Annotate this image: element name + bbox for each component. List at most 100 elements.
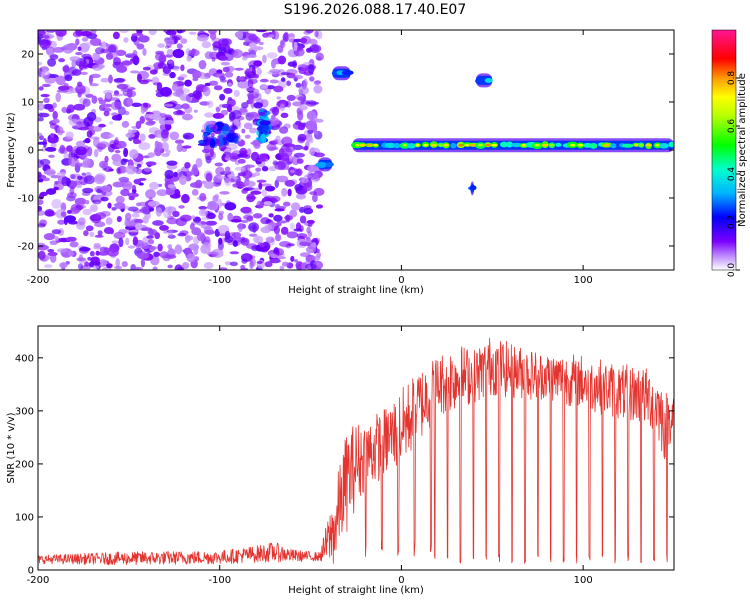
y-tick-label: 200 (15, 459, 34, 470)
heatmap-cell (294, 259, 298, 263)
heatmap-cell (168, 229, 174, 237)
heatmap-cell (186, 253, 196, 263)
heatmap-cell (233, 137, 239, 144)
heatmap-cell (190, 215, 196, 220)
heatmap-cell (92, 64, 103, 71)
heatmap-cell (138, 142, 151, 151)
snr-x-ticks: -200 -100 0 100 (27, 326, 593, 586)
heatmap-cell (93, 148, 99, 158)
heatmap-cell (259, 243, 265, 248)
heatmap-cell (85, 200, 90, 205)
heatmap-cell (86, 111, 97, 122)
heatmap-cell (258, 111, 266, 116)
heatmap-cell (56, 171, 67, 177)
heatmap-cell (279, 265, 285, 270)
heatmap-cell (165, 123, 172, 131)
heatmap-cell (273, 248, 285, 256)
heatmap-cell (245, 87, 256, 92)
heatmap-cell (76, 121, 83, 125)
heatmap-cell (179, 73, 188, 79)
heatmap-cell (188, 31, 197, 35)
heatmap-cell (75, 84, 86, 95)
heatmap-cell (243, 154, 251, 159)
heatmap-cell (292, 121, 304, 130)
heatmap-cell (223, 87, 233, 94)
heatmap-cell (84, 261, 90, 267)
heatmap-cell (90, 73, 101, 79)
heatmap-cell (214, 193, 219, 200)
figure-title: S196.2026.088.17.40.E07 (283, 2, 467, 18)
heatmap-cell (244, 180, 256, 187)
heatmap-feature-cell (659, 143, 669, 149)
heatmap-cell (167, 60, 174, 64)
heatmap-cell (226, 105, 233, 113)
heatmap-cell (171, 35, 178, 39)
heatmap-cell (44, 209, 55, 217)
heatmap-cell (269, 69, 281, 74)
heatmap-cell (242, 170, 253, 179)
heatmap-cell (74, 197, 87, 206)
heatmap-cell (78, 217, 86, 225)
heatmap-cell (81, 53, 92, 59)
heatmap-cell (66, 43, 78, 51)
heatmap-cell (269, 258, 281, 264)
heatmap-cell (229, 261, 238, 267)
heatmap-cell (177, 232, 187, 237)
heatmap-cell (258, 41, 264, 46)
heatmap-cell (115, 258, 120, 268)
heatmap-cell (38, 102, 45, 111)
heatmap-cell (132, 236, 139, 246)
heatmap-cell (136, 43, 145, 50)
heatmap-cell (297, 64, 308, 69)
heatmap-cell (75, 30, 83, 36)
heatmap-cell (273, 214, 283, 222)
heatmap-feature-cell (469, 185, 477, 191)
heatmap-cell (240, 264, 246, 270)
heatmap-feature-core (521, 143, 527, 147)
heatmap-feature-cell (475, 77, 485, 85)
heatmap-cell (219, 191, 230, 195)
heatmap-cell (68, 250, 74, 257)
heatmap-cell (258, 182, 263, 190)
heatmap-cell (131, 189, 137, 194)
heatmap-cell (142, 215, 149, 224)
heatmap-cell (61, 176, 69, 187)
heatmap-cell (294, 184, 303, 191)
heatmap-cell (65, 131, 74, 140)
heatmap-cell (224, 202, 237, 211)
heatmap-cell (227, 212, 234, 222)
heatmap-feature-core (367, 143, 373, 147)
heatmap-cell (224, 178, 232, 187)
heatmap-feature-cell (336, 70, 345, 75)
heatmap-cell (44, 264, 53, 268)
heatmap-cell (303, 182, 313, 192)
heatmap-cell (226, 143, 238, 151)
heatmap-cell (191, 48, 196, 55)
heatmap-cell (126, 97, 133, 107)
heatmap-cell (300, 262, 307, 270)
heatmap-cell (43, 97, 50, 104)
heatmap-cell (95, 250, 100, 256)
heatmap-cell (121, 120, 130, 128)
heatmap-cell (66, 104, 75, 113)
heatmap-cell (212, 124, 217, 131)
heatmap-cell (307, 223, 313, 228)
heatmap-cell (99, 160, 109, 169)
heatmap-cell (248, 111, 259, 119)
heatmap-cell (116, 216, 122, 223)
heatmap-cell (303, 207, 314, 215)
y-tick-label: 0 (28, 146, 34, 157)
heatmap-cell (214, 162, 223, 167)
heatmap-cell (157, 243, 163, 252)
heatmap-cell (231, 49, 243, 59)
heatmap-cell (268, 117, 280, 126)
x-tick-label: 0 (398, 575, 404, 586)
heatmap-cell (42, 177, 50, 182)
heatmap-cell (64, 74, 73, 82)
heatmap-cell (82, 157, 91, 167)
heatmap-cell (190, 182, 202, 188)
heatmap-cell (251, 67, 256, 76)
heatmap-cell (94, 174, 105, 185)
heatmap-cell (186, 55, 192, 62)
heatmap-feature-core (645, 143, 652, 147)
